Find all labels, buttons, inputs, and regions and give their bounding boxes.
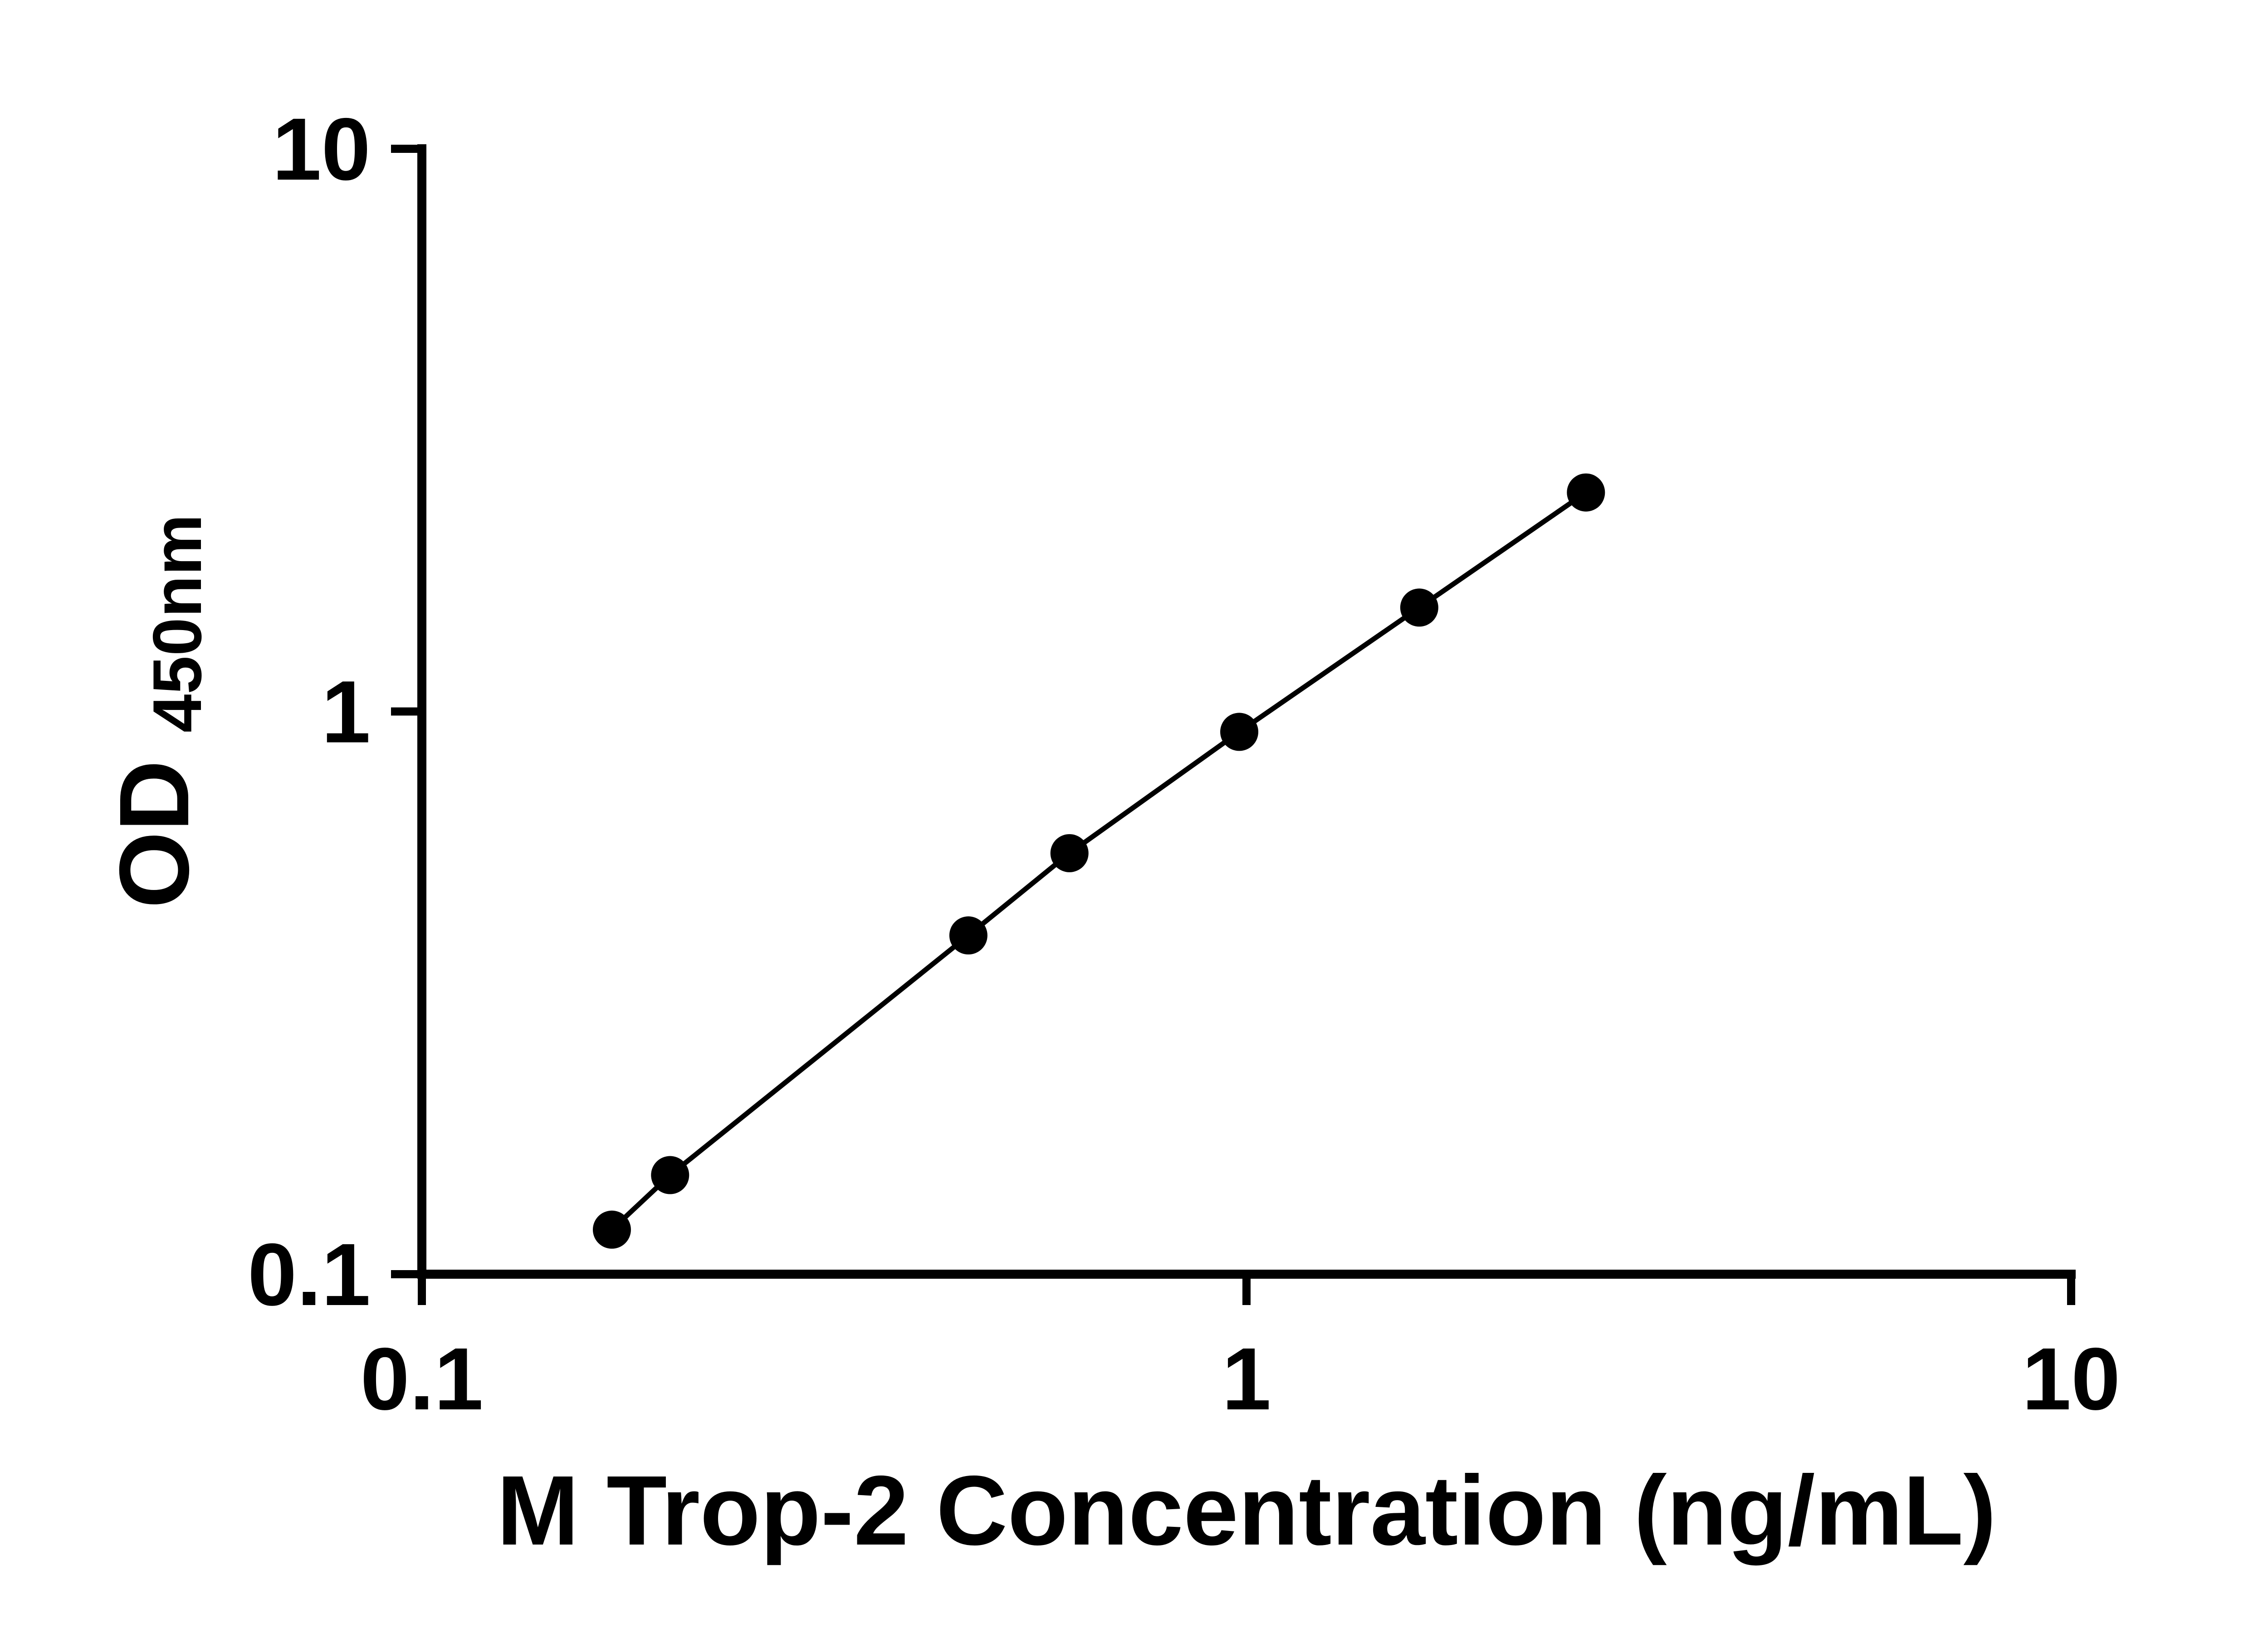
axis-line [417, 144, 2076, 1279]
y-axis-title: OD 450nm [99, 514, 216, 908]
data-point [1050, 834, 1089, 872]
data-point [592, 1210, 631, 1249]
x-axis-title-text: M Trop-2 Concentration (ng/mL) [497, 1456, 1996, 1566]
x-axis-title: M Trop-2 Concentration (ng/mL) [497, 1456, 1996, 1566]
data-point [651, 1156, 689, 1194]
y-axis-title-main: OD [99, 760, 210, 909]
data-line [610, 490, 1588, 1232]
x-tick-label: 0.1 [360, 1330, 483, 1428]
data-point [1567, 473, 1605, 512]
data-series-layer [592, 473, 1605, 1249]
axes-layer: 0.1 1 10 0.1 1 10 [248, 100, 2121, 1428]
y-tick-label: 1 [322, 663, 371, 762]
data-point [1220, 713, 1259, 751]
data-point [949, 916, 987, 955]
y-axis-title-sub: 450nm [139, 514, 216, 733]
x-tick-label: 1 [1222, 1330, 1271, 1428]
y-tick-label: 0.1 [248, 1225, 371, 1324]
data-point [1400, 588, 1438, 627]
y-tick-label: 10 [272, 100, 371, 199]
x-tick-label: 10 [2022, 1330, 2121, 1428]
